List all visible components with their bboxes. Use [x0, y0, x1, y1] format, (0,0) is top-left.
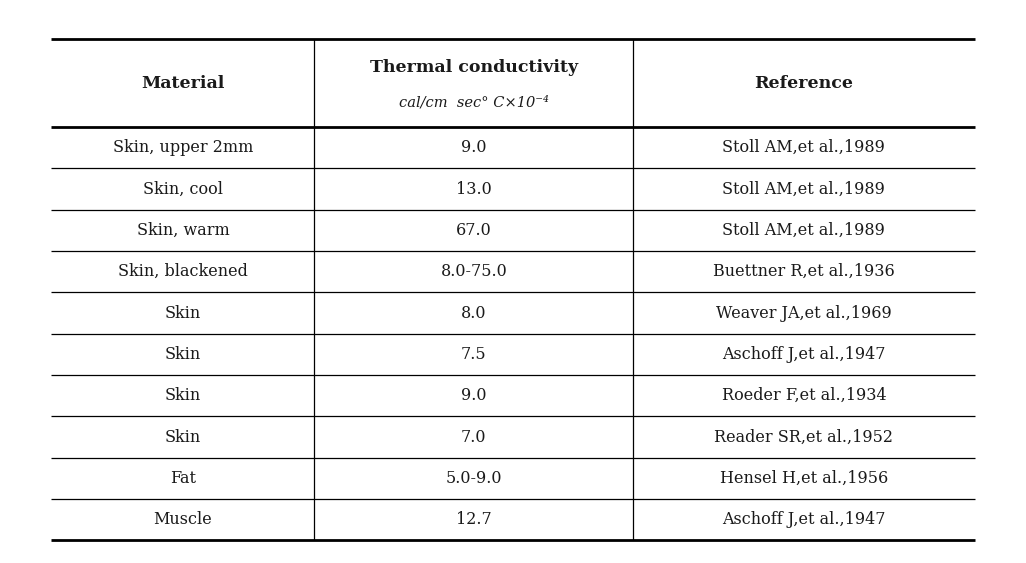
- Text: Skin: Skin: [165, 346, 201, 363]
- Text: Stoll AM,et al.,1989: Stoll AM,et al.,1989: [722, 222, 885, 239]
- Text: 7.5: 7.5: [461, 346, 486, 363]
- Text: Reference: Reference: [754, 75, 854, 92]
- Text: Reader SR,et al.,1952: Reader SR,et al.,1952: [714, 428, 894, 446]
- Text: Skin: Skin: [165, 305, 201, 321]
- Text: 13.0: 13.0: [456, 181, 491, 198]
- Text: Material: Material: [142, 75, 225, 92]
- Text: Aschoff J,et al.,1947: Aschoff J,et al.,1947: [722, 511, 885, 528]
- Text: 7.0: 7.0: [461, 428, 486, 446]
- Text: Fat: Fat: [170, 470, 196, 487]
- Text: Stoll AM,et al.,1989: Stoll AM,et al.,1989: [722, 139, 885, 157]
- Text: Thermal conductivity: Thermal conductivity: [369, 59, 578, 76]
- Text: Skin: Skin: [165, 428, 201, 446]
- Text: Buettner R,et al.,1936: Buettner R,et al.,1936: [713, 263, 895, 280]
- Text: Skin, blackened: Skin, blackened: [118, 263, 248, 280]
- Text: 5.0-9.0: 5.0-9.0: [445, 470, 502, 487]
- Text: 9.0: 9.0: [461, 139, 486, 157]
- Text: Weaver JA,et al.,1969: Weaver JA,et al.,1969: [716, 305, 892, 321]
- Text: cal/cm  sec° C×10⁻⁴: cal/cm sec° C×10⁻⁴: [399, 96, 549, 110]
- Text: Muscle: Muscle: [154, 511, 212, 528]
- Text: Skin, warm: Skin, warm: [136, 222, 229, 239]
- Text: 67.0: 67.0: [456, 222, 491, 239]
- Text: Hensel H,et al.,1956: Hensel H,et al.,1956: [720, 470, 887, 487]
- Text: 9.0: 9.0: [461, 387, 486, 404]
- Text: 8.0-75.0: 8.0-75.0: [440, 263, 507, 280]
- Text: Stoll AM,et al.,1989: Stoll AM,et al.,1989: [722, 181, 885, 198]
- Text: Skin, upper 2mm: Skin, upper 2mm: [113, 139, 253, 157]
- Text: Skin: Skin: [165, 387, 201, 404]
- Text: Aschoff J,et al.,1947: Aschoff J,et al.,1947: [722, 346, 885, 363]
- Text: Skin, cool: Skin, cool: [143, 181, 223, 198]
- Text: Roeder F,et al.,1934: Roeder F,et al.,1934: [721, 387, 886, 404]
- Text: 8.0: 8.0: [461, 305, 486, 321]
- Text: 12.7: 12.7: [456, 511, 491, 528]
